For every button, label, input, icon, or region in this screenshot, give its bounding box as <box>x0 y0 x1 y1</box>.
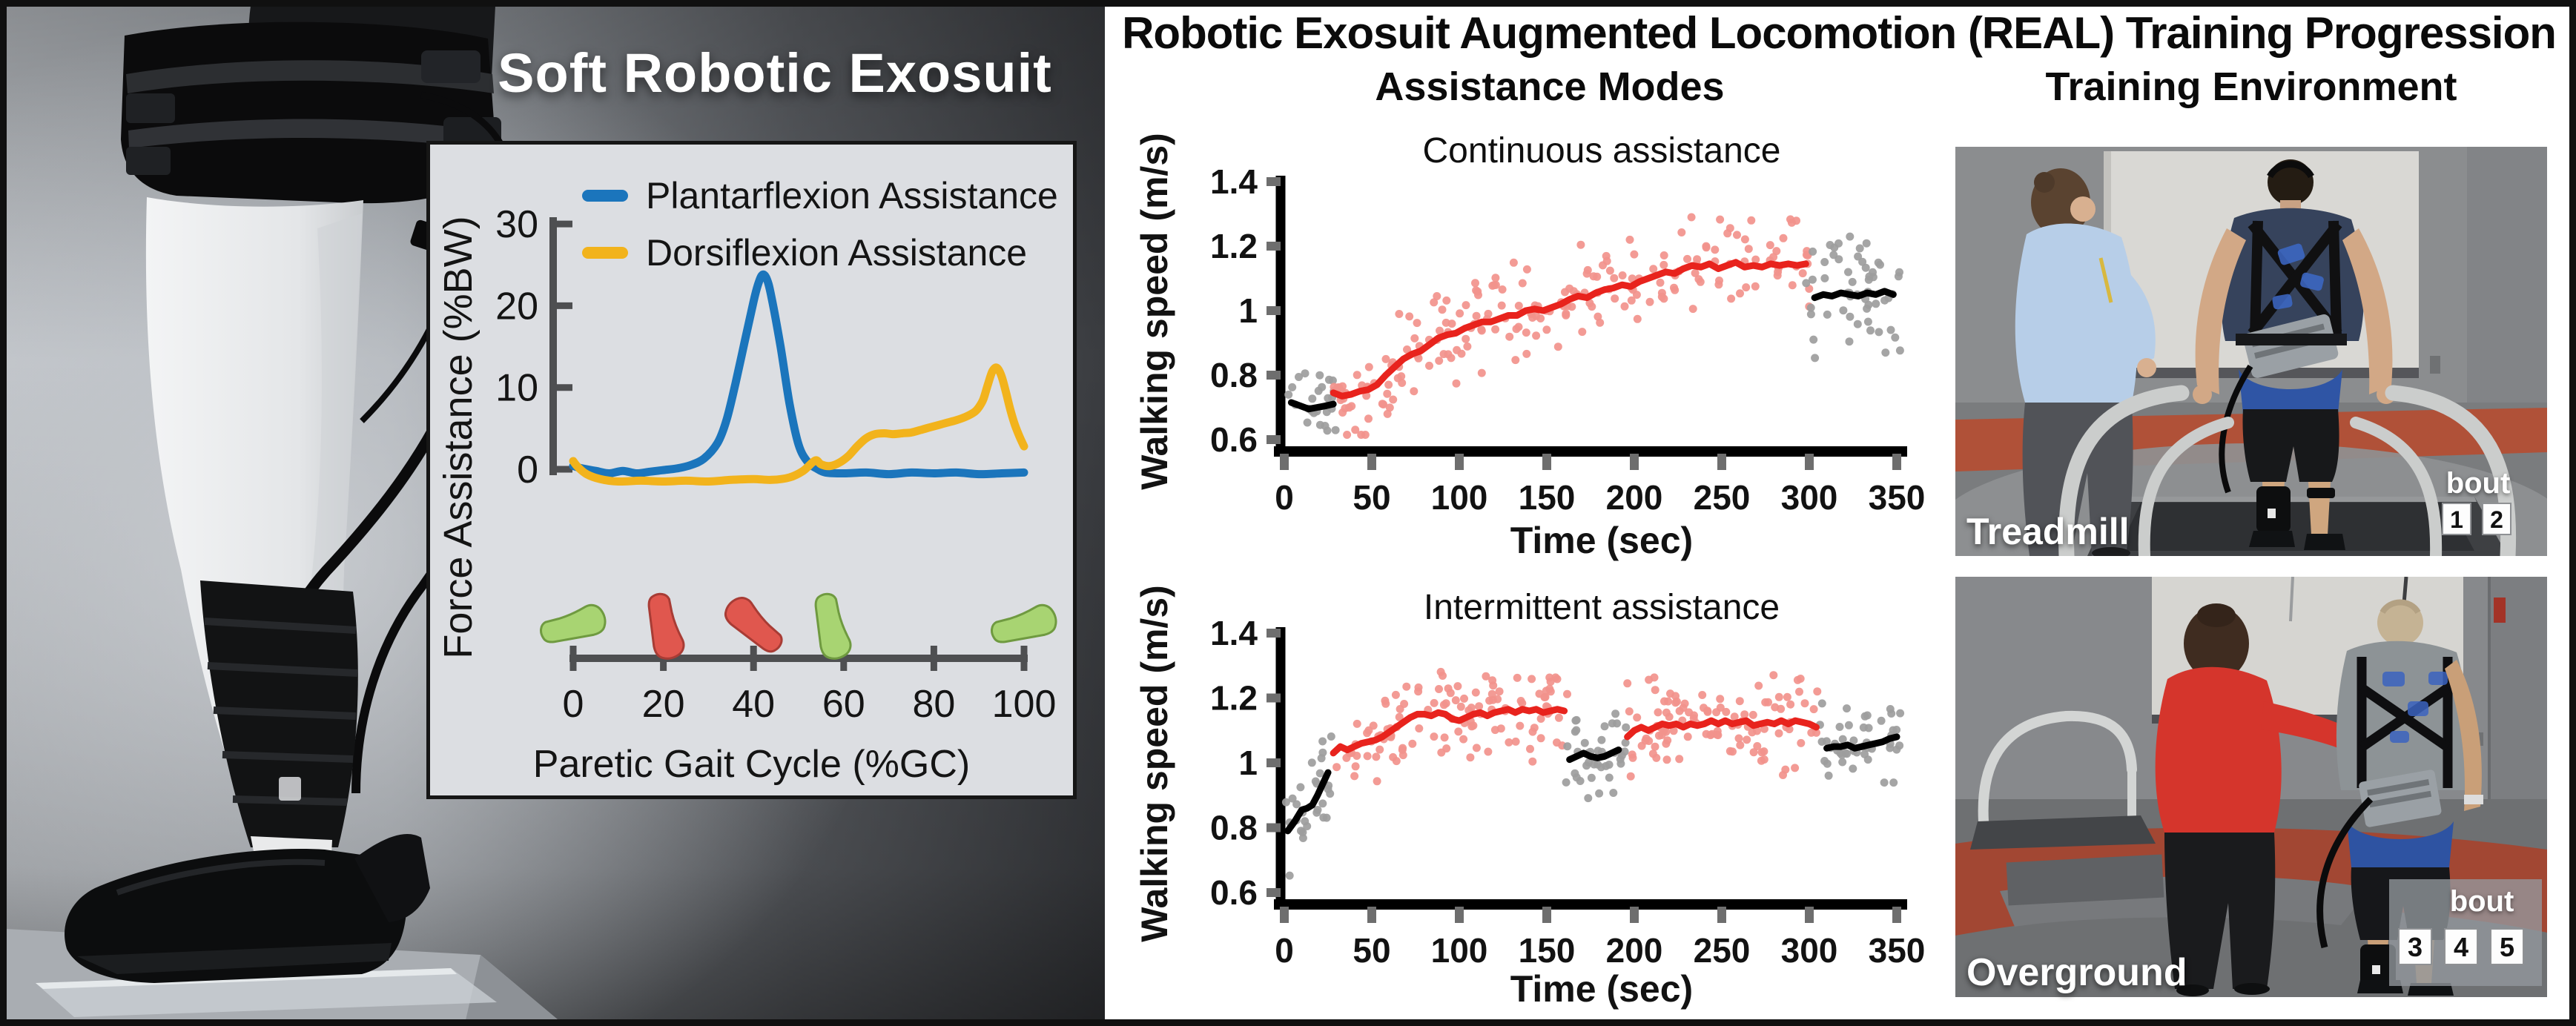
svg-text:200: 200 <box>1606 478 1663 517</box>
force-chart-legend: Plantarflexion Assistance Dorsiflexion A… <box>582 167 1058 281</box>
continuous-x-axis-title: Time (sec) <box>1510 520 1694 561</box>
svg-text:0.8: 0.8 <box>1210 356 1258 394</box>
svg-text:1.2: 1.2 <box>1210 679 1258 718</box>
treadmill-deck <box>2087 497 2508 556</box>
wall-outlet <box>2430 356 2440 374</box>
svg-text:20: 20 <box>642 683 685 726</box>
gait-foot-flat-icon <box>540 603 607 643</box>
force-chart-inset: 0 10 20 30 0 20 40 60 80 100 Plantarflexion Assis… <box>426 141 1077 799</box>
overground-bout-label: bout <box>2449 885 2514 918</box>
gait-heel-off-icon <box>647 592 685 660</box>
left-panel-title: Soft Robotic Exosuit <box>498 42 1052 104</box>
svg-text:50: 50 <box>1353 931 1390 970</box>
svg-text:0.6: 0.6 <box>1210 420 1258 459</box>
bout-badge-2: 2 <box>2482 503 2511 535</box>
section-assistance-modes: Assistance Modes <box>1375 64 1725 109</box>
intermittent-x-axis-title: Time (sec) <box>1510 968 1694 1010</box>
svg-text:20: 20 <box>495 285 538 328</box>
main-title: Robotic Exosuit Augmented Locomotion (RE… <box>1122 8 2557 58</box>
force-y-axis-title: Force Assistance (%BW) <box>436 216 480 659</box>
svg-text:0: 0 <box>1275 931 1294 970</box>
svg-text:100: 100 <box>1431 931 1488 970</box>
svg-text:60: 60 <box>822 683 865 726</box>
svg-text:1: 1 <box>1238 744 1258 782</box>
bout-badge-1: 1 <box>2442 503 2471 535</box>
svg-text:1.4: 1.4 <box>1210 614 1258 652</box>
treadmill-bout-label: bout <box>2445 467 2511 500</box>
dorsiflexion-label: Dorsiflexion Assistance <box>646 231 1028 274</box>
svg-text:80: 80 <box>912 683 955 726</box>
therapist-2 <box>2155 603 2380 996</box>
svg-text:1: 1 <box>1238 291 1258 330</box>
legend-row-plantarflexion: Plantarflexion Assistance <box>582 167 1058 224</box>
svg-text:350: 350 <box>1869 931 1926 970</box>
svg-text:300: 300 <box>1781 478 1838 517</box>
bout-badge-3: 3 <box>2398 928 2432 965</box>
svg-text:100: 100 <box>992 683 1057 726</box>
treadmill-photo <box>1955 147 2547 556</box>
svg-text:0.6: 0.6 <box>1210 873 1258 912</box>
svg-text:0.8: 0.8 <box>1210 809 1258 847</box>
bout-badge-5: 5 <box>2490 928 2524 965</box>
overground-photo <box>1955 577 2547 997</box>
legend-row-dorsiflexion: Dorsiflexion Assistance <box>582 224 1058 281</box>
force-x-axis-title: Paretic Gait Cycle (%GC) <box>532 743 971 786</box>
svg-text:30: 30 <box>495 203 538 246</box>
continuous-plot-title: Continuous assistance <box>1422 131 1781 171</box>
patient-overground <box>2316 599 2483 996</box>
plantarflexion-label: Plantarflexion Assistance <box>646 174 1058 216</box>
svg-text:100: 100 <box>1431 478 1488 517</box>
treadmill-label: Treadmill <box>1966 511 2130 552</box>
gait-toe-off-icon <box>724 597 783 653</box>
patient-treadmill <box>2193 159 2396 550</box>
svg-text:40: 40 <box>732 683 775 726</box>
intermittent-plot-title: Intermittent assistance <box>1423 588 1780 627</box>
force-chart: 0 10 20 30 0 20 40 60 80 100 <box>495 203 1057 726</box>
svg-text:250: 250 <box>1694 478 1751 517</box>
bout-badge-4: 4 <box>2444 928 2478 965</box>
calf-sleeve <box>200 580 358 847</box>
treadmill-frame <box>1978 710 2137 827</box>
svg-text:1.2: 1.2 <box>1210 227 1258 265</box>
section-training-environment: Training Environment <box>2045 64 2457 109</box>
svg-text:150: 150 <box>1519 931 1576 970</box>
waist-harness <box>121 6 501 204</box>
overground-label: Overground <box>1966 951 2187 994</box>
svg-text:0: 0 <box>563 683 584 726</box>
svg-text:0: 0 <box>517 449 538 492</box>
svg-text:200: 200 <box>1606 931 1663 970</box>
walking-speed-plots: 1.41.210.80.60 50 100 150 200 250 300 3501.41.2… <box>1210 162 1926 970</box>
svg-text:350: 350 <box>1869 478 1926 517</box>
gait-swing-icon <box>814 592 852 660</box>
plantarflexion-swatch <box>582 189 628 202</box>
svg-text:150: 150 <box>1519 478 1576 517</box>
shoes <box>65 834 430 983</box>
svg-text:50: 50 <box>1353 478 1390 517</box>
svg-text:1.4: 1.4 <box>1210 162 1258 201</box>
dorsiflexion-swatch <box>582 246 628 259</box>
fire-alarm <box>2494 598 2506 623</box>
gait-foot-flat-icon <box>991 603 1057 643</box>
svg-text:10: 10 <box>495 367 538 410</box>
treadmill-deck-2 <box>1970 815 2156 850</box>
svg-text:300: 300 <box>1781 931 1838 970</box>
svg-text:250: 250 <box>1694 931 1751 970</box>
svg-text:0: 0 <box>1275 478 1294 517</box>
